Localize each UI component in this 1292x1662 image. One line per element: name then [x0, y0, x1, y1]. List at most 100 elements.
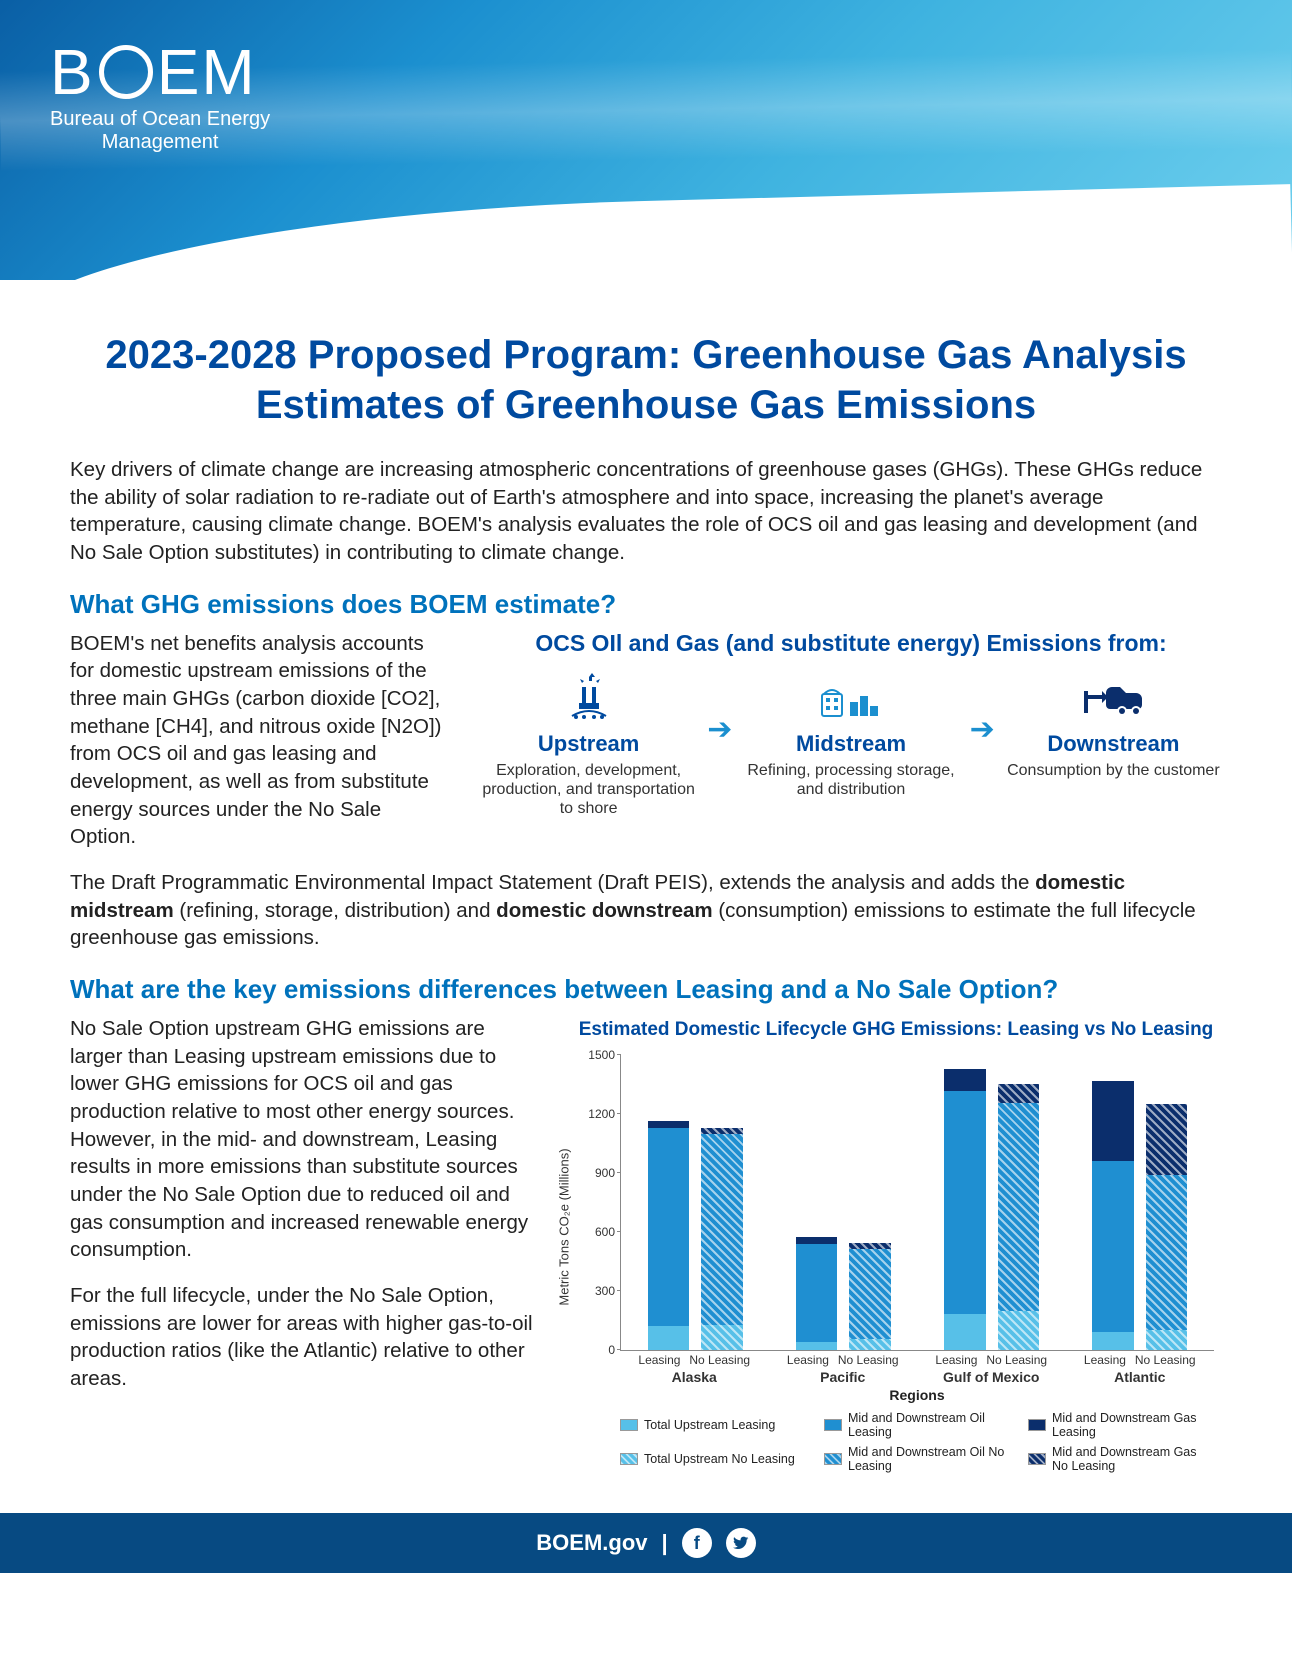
- bar-pacific-leasing-md_oil: [796, 1244, 838, 1342]
- section-heading-differences: What are the key emissions differences b…: [70, 974, 1222, 1005]
- legend-label: Mid and Downstream Oil No Leasing: [848, 1445, 1010, 1473]
- bar-atlantic-leasing-md_gas: [1092, 1081, 1134, 1162]
- emissions-chart: Estimated Domestic Lifecycle GHG Emissio…: [570, 1015, 1222, 1473]
- intro-paragraph: Key drivers of climate change are increa…: [70, 456, 1222, 567]
- section1-row: BOEM's net benefits analysis accounts fo…: [70, 630, 1222, 851]
- xlabel-noleasing: No Leasing: [986, 1353, 1047, 1367]
- flow-title: OCS OIl and Gas (and substitute energy) …: [480, 630, 1222, 657]
- bar-alaska-leasing-md_oil: [648, 1128, 690, 1327]
- legend-label: Mid and Downstream Gas Leasing: [1052, 1411, 1214, 1439]
- section-heading-ghg: What GHG emissions does BOEM estimate?: [70, 589, 1222, 620]
- xlabel-leasing: Leasing: [787, 1353, 829, 1367]
- flow-diagram: OCS OIl and Gas (and substitute energy) …: [480, 630, 1222, 819]
- legend-label: Mid and Downstream Oil Leasing: [848, 1411, 1010, 1439]
- legend-item: Total Upstream No Leasing: [620, 1445, 806, 1473]
- bar-atlantic-noleasing-upstream: [1146, 1330, 1188, 1350]
- bar-pacific-leasing-upstream: [796, 1342, 838, 1350]
- chart-xaxis-title: Regions: [620, 1387, 1214, 1403]
- xlabel-region: Atlantic: [1066, 1369, 1215, 1385]
- page-title: 2023-2028 Proposed Program: Greenhouse G…: [70, 330, 1222, 430]
- xgroup-gulf-of-mexico: LeasingNo LeasingGulf of Mexico: [917, 1353, 1066, 1385]
- xlabel-region: Gulf of Mexico: [917, 1369, 1066, 1385]
- bar-gulf-of-mexico-noleasing-upstream: [998, 1311, 1040, 1350]
- flow-desc: Consumption by the customer: [1005, 761, 1222, 780]
- legend-swatch: [824, 1453, 842, 1465]
- flow-desc: Refining, processing storage, and distri…: [742, 761, 959, 799]
- bar-pacific-noleasing-upstream: [849, 1339, 891, 1350]
- bar-gulf-of-mexico-noleasing-md_gas: [998, 1084, 1040, 1104]
- boem-logo: B EM Bureau of Ocean Energy Management: [50, 40, 270, 154]
- flow-label: Midstream: [742, 731, 959, 757]
- bar-gulf-of-mexico-leasing-md_oil: [944, 1091, 986, 1313]
- legend-swatch: [824, 1419, 842, 1431]
- legend-swatch: [1028, 1453, 1046, 1465]
- logo-acronym: B EM: [50, 40, 270, 104]
- flow-label: Upstream: [480, 731, 697, 757]
- bar-pacific-leasing-md_gas: [796, 1237, 838, 1244]
- facebook-icon[interactable]: f: [682, 1528, 712, 1558]
- bar-pacific-noleasing-md_gas: [849, 1243, 891, 1249]
- flow-node-upstream: Upstream Exploration, development, produc…: [480, 671, 697, 819]
- page-title-line2: Estimates of Greenhouse Gas Emissions: [256, 383, 1036, 427]
- legend-swatch: [620, 1419, 638, 1431]
- ytick-label: 900: [579, 1166, 615, 1180]
- xlabel-noleasing: No Leasing: [838, 1353, 899, 1367]
- legend-item: Mid and Downstream Gas Leasing: [1028, 1411, 1214, 1439]
- bar-atlantic-leasing-upstream: [1092, 1332, 1134, 1350]
- ytick-label: 300: [579, 1284, 615, 1298]
- xlabel-noleasing: No Leasing: [689, 1353, 750, 1367]
- bar-alaska-leasing-upstream: [648, 1326, 690, 1350]
- legend-item: Total Upstream Leasing: [620, 1411, 806, 1439]
- footer-site[interactable]: BOEM.gov: [536, 1530, 647, 1556]
- chart-legend: Total Upstream Leasing Mid and Downstream…: [570, 1407, 1222, 1473]
- xlabel-leasing: Leasing: [638, 1353, 680, 1367]
- section2-p2: For the full lifecycle, under the No Sal…: [70, 1282, 540, 1393]
- legend-swatch: [1028, 1419, 1046, 1431]
- bar-atlantic-leasing-md_oil: [1092, 1161, 1134, 1332]
- flow-node-midstream: Midstream Refining, processing storage, a…: [742, 671, 959, 799]
- logo-letter: B: [50, 40, 95, 104]
- logo-o-icon: [99, 45, 153, 99]
- legend-item: Mid and Downstream Oil Leasing: [824, 1411, 1010, 1439]
- text-bold: domestic downstream: [496, 899, 712, 922]
- xgroup-alaska: Leasing No Leasing Alaska: [620, 1353, 769, 1385]
- legend-label: Total Upstream No Leasing: [644, 1452, 795, 1466]
- chart-plot: 030060090012001500: [620, 1055, 1214, 1351]
- logo-letters: EM: [157, 40, 257, 104]
- upstream-icon: [480, 671, 697, 727]
- xgroup-pacific: Leasing No Leasing Pacific: [769, 1353, 918, 1385]
- ytick-label: 1200: [579, 1107, 615, 1121]
- bar-gulf-of-mexico-noleasing-md_oil: [998, 1103, 1040, 1310]
- page-title-line1: 2023-2028 Proposed Program: Greenhouse G…: [105, 333, 1186, 377]
- ytick-label: 0: [579, 1343, 615, 1357]
- bar-alaska-noleasing-md_oil: [701, 1134, 743, 1325]
- twitter-icon[interactable]: [726, 1528, 756, 1558]
- xlabel-region: Alaska: [620, 1369, 769, 1385]
- bar-atlantic-noleasing-md_gas: [1146, 1104, 1188, 1175]
- ytick-label: 1500: [579, 1048, 615, 1062]
- xlabel-region: Pacific: [769, 1369, 918, 1385]
- text-span: (refining, storage, distribution) and: [174, 899, 496, 922]
- section2-text: No Sale Option upstream GHG emissions ar…: [70, 1015, 540, 1413]
- flow-desc: Exploration, development, production, an…: [480, 761, 697, 819]
- section2-p1: No Sale Option upstream GHG emissions ar…: [70, 1015, 540, 1264]
- midstream-icon: [742, 671, 959, 727]
- legend-item: Mid and Downstream Oil No Leasing: [824, 1445, 1010, 1473]
- section1-text: BOEM's net benefits analysis accounts fo…: [70, 630, 450, 851]
- chart-xlabels: Leasing No Leasing Alaska Leasing No Leasing…: [620, 1353, 1214, 1383]
- footer-separator: |: [662, 1530, 668, 1556]
- bar-gulf-of-mexico-leasing-md_gas: [944, 1069, 986, 1092]
- bar-alaska-leasing-md_gas: [648, 1121, 690, 1128]
- ytick-label: 600: [579, 1225, 615, 1239]
- flow-node-downstream: DownstreamConsumption by the customer: [1005, 671, 1222, 780]
- bar-pacific-noleasing-md_oil: [849, 1249, 891, 1339]
- logo-subtitle: Bureau of Ocean Energy Management: [50, 108, 270, 154]
- legend-swatch: [620, 1453, 638, 1465]
- bar-gulf-of-mexico-leasing-upstream: [944, 1314, 986, 1350]
- section2-row: No Sale Option upstream GHG emissions ar…: [70, 1015, 1222, 1473]
- xlabel-leasing: Leasing: [1084, 1353, 1126, 1367]
- legend-item: Mid and Downstream Gas No Leasing: [1028, 1445, 1214, 1473]
- arrow-right-icon: ➔: [970, 712, 995, 747]
- footer: BOEM.gov | f: [0, 1513, 1292, 1573]
- peis-paragraph: The Draft Programmatic Environmental Imp…: [70, 869, 1222, 952]
